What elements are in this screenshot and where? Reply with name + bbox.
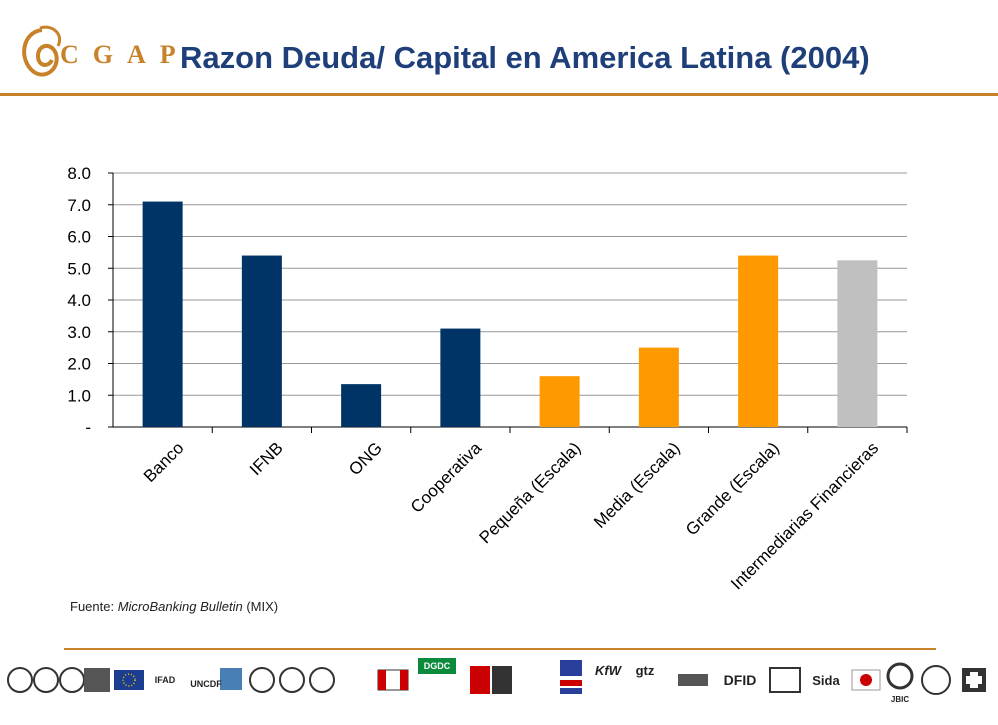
bar xyxy=(539,376,580,427)
footer-divider xyxy=(64,648,936,650)
donor-uncdf: UNCDF xyxy=(190,679,222,689)
cgap-logo xyxy=(12,20,172,92)
cgap-swirl-icon xyxy=(22,25,61,77)
y-tick-label: 6.0 xyxy=(67,228,91,247)
bar xyxy=(837,260,878,427)
bar xyxy=(142,201,183,427)
x-tick-label: Grande (Escala) xyxy=(682,438,783,539)
y-tick-label: 8.0 xyxy=(67,164,91,183)
source-publication: MicroBanking Bulletin xyxy=(117,599,243,614)
donor-kfw: KfW xyxy=(595,662,621,678)
donor-gtz: gtz xyxy=(635,662,655,678)
donor-sida: Sida xyxy=(812,672,840,688)
y-tick-label: - xyxy=(85,418,91,437)
source-note: Fuente: MicroBanking Bulletin (MIX) xyxy=(70,599,278,614)
donor-logos-strip: DGDC KfW gtz DFID Sida IFAD UNCDF JBIC xyxy=(0,652,998,720)
bar xyxy=(341,384,382,427)
source-suffix: (MIX) xyxy=(242,599,279,614)
donor-dgdc: DGDC xyxy=(423,661,451,671)
donor-logos-icon xyxy=(7,658,986,695)
x-tick-label: Media (Escala) xyxy=(590,438,684,532)
x-tick-label: Pequeña (Escala) xyxy=(475,438,584,547)
x-tick-label: Cooperativa xyxy=(407,438,486,517)
donor-jbic: JBIC xyxy=(890,694,910,704)
y-tick-label: 5.0 xyxy=(67,259,91,278)
page-title: Razon Deuda/ Capital en America Latina (… xyxy=(180,40,870,75)
bar xyxy=(440,328,481,427)
bar-chart: - 1.0 2.0 3.0 4.0 5.0 6.0 7.0 8.0 Banco IFNB ONG Coo… xyxy=(67,164,908,593)
bar xyxy=(738,255,779,427)
x-tick-label: IFNB xyxy=(246,438,287,479)
bar xyxy=(241,255,282,427)
x-tick-label: Banco xyxy=(140,438,188,486)
x-tick-label: ONG xyxy=(345,438,386,479)
donor-ifad: IFAD xyxy=(154,675,176,685)
y-tick-label: 1.0 xyxy=(67,386,91,405)
donor-dfid: DFID xyxy=(723,672,757,688)
y-tick-label: 3.0 xyxy=(67,323,91,342)
source-prefix: Fuente: xyxy=(70,599,118,614)
y-tick-label: 7.0 xyxy=(67,196,91,215)
y-tick-label: 4.0 xyxy=(67,291,91,310)
bar xyxy=(638,347,679,427)
y-tick-label: 2.0 xyxy=(67,355,91,374)
header-divider xyxy=(0,93,998,96)
cgap-logo-text: CGAP xyxy=(60,40,190,69)
